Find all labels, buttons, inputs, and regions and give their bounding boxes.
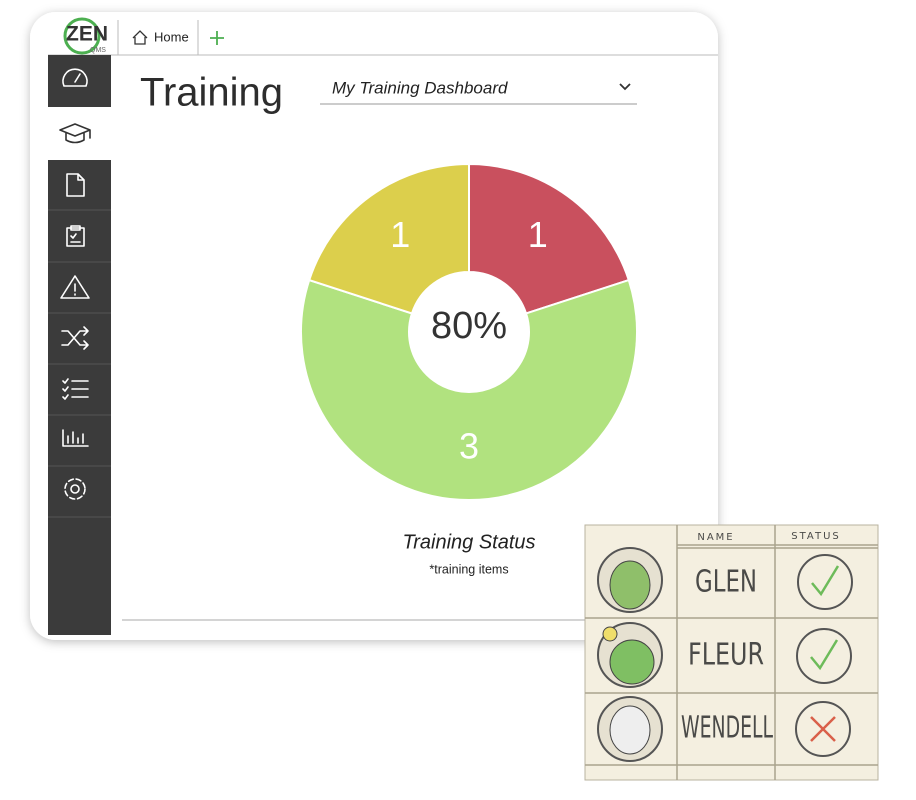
status-ring [796,628,852,684]
row-name: FLEUR [688,638,764,673]
donut-chart: 1 3 1 [300,162,638,501]
avatar-face [609,560,651,610]
card-grid [585,525,878,780]
x-icon [810,716,836,742]
home-tab[interactable]: Home [132,29,189,45]
nav-training[interactable] [59,123,91,144]
add-tab[interactable] [210,31,224,45]
illustration: NAME STATUS GLEN FLEUR WENDELL [584,524,879,781]
sidebar-separators [48,209,111,518]
avatar-flower [602,626,618,642]
data-label: 1 [528,214,548,255]
nav-changes[interactable] [61,326,89,350]
data-label: 1 [390,214,410,255]
nav-documents[interactable] [66,173,85,197]
logo-ring [63,17,101,55]
nav-tasks[interactable] [62,378,89,400]
chart-subtitle: *training items [429,562,508,576]
select-arrow [619,83,631,91]
avatar-face [609,705,651,755]
center-label: 80% [431,305,507,347]
row-name: WENDELL [681,711,773,746]
check-icon [810,639,839,671]
logo: ZEN [66,23,108,46]
nav-settings[interactable] [64,478,86,500]
select-label: My Training Dashboard [332,78,508,97]
nav-reports[interactable] [62,429,89,447]
chart-title: Training Status [402,531,535,553]
donut-hole [409,272,529,392]
data-label: 3 [459,426,479,467]
header-name: NAME [697,532,734,543]
nav-audits[interactable] [66,225,85,247]
avatar-face [609,639,655,685]
header-status: STATUS [791,531,841,542]
logo-sub: QMS [90,47,106,54]
status-ring [795,701,851,757]
page-title: Training [140,71,283,115]
check-icon [811,565,840,597]
row-name: GLEN [695,565,757,600]
nav-risks[interactable] [60,275,90,299]
dashboard-select[interactable]: My Training Dashboard [320,78,637,105]
status-ring [797,554,853,610]
nav-dashboard[interactable] [62,68,88,87]
tab-label: Home [154,29,189,44]
home-icon [132,30,148,45]
